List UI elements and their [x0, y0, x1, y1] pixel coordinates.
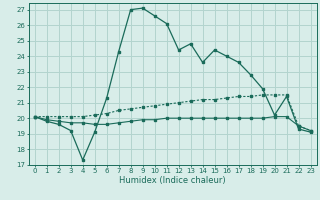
X-axis label: Humidex (Indice chaleur): Humidex (Indice chaleur) — [119, 176, 226, 185]
